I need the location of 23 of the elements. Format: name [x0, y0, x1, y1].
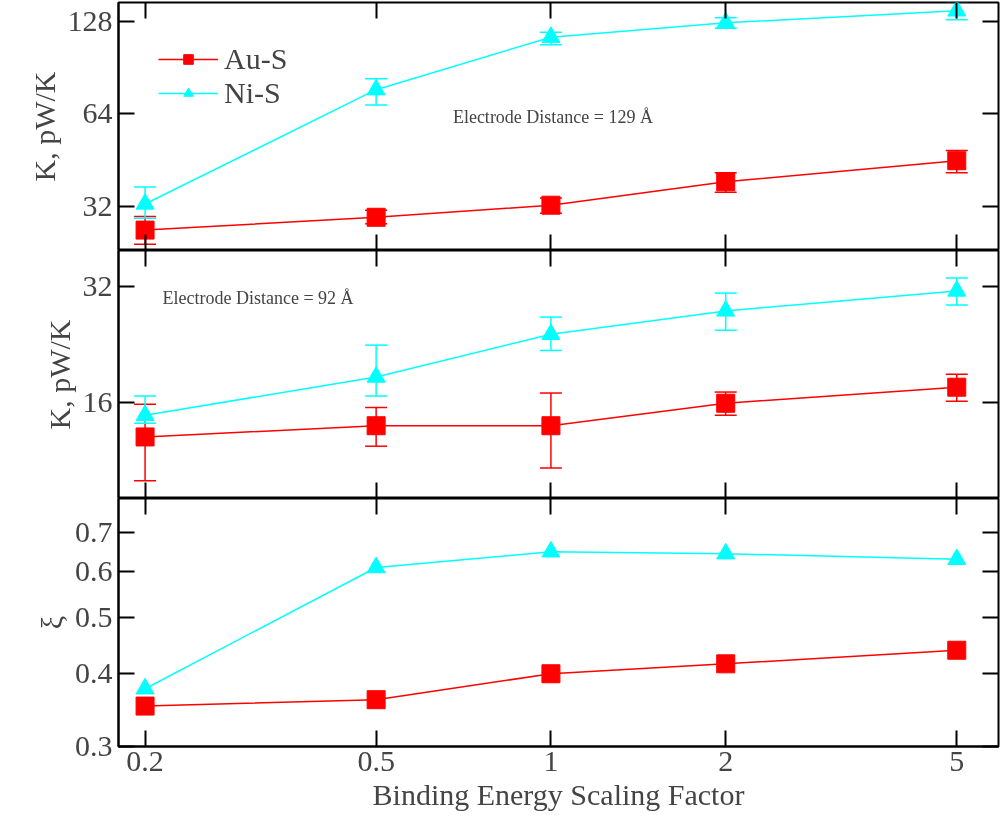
- y-axis-title: K, pW/K: [27, 71, 61, 182]
- x-tick-label: 5: [949, 743, 965, 777]
- y-tick-label: 0.4: [75, 656, 113, 690]
- y-tick-label: 128: [67, 4, 113, 38]
- x-axis-title: Binding Energy Scaling Factor: [372, 777, 745, 811]
- legend-label: Au-S: [224, 42, 288, 76]
- legend-label: Ni-S: [224, 76, 281, 110]
- y-tick-label: 0.3: [75, 729, 113, 762]
- y-tick-label: 16: [82, 384, 113, 418]
- y-tick-label: 32: [82, 188, 113, 222]
- annotation: Electrode Distance = 92 Å: [162, 287, 354, 308]
- y-tick-label: 0.7: [75, 514, 113, 548]
- y-tick-label: 32: [82, 268, 113, 302]
- y-tick-label: 64: [82, 96, 113, 130]
- x-tick-label: 0.5: [357, 743, 395, 777]
- annotation: Electrode Distance = 129 Å: [452, 106, 653, 127]
- y-tick-label: 0.5: [75, 599, 113, 633]
- x-tick-label: 0.2: [126, 743, 164, 777]
- y-axis-title: K, pW/K: [42, 319, 76, 430]
- x-tick-label: 1: [543, 743, 559, 777]
- y-tick-label: 0.6: [75, 553, 113, 587]
- y-axis-title: ξ: [35, 615, 68, 630]
- x-tick-label: 2: [718, 743, 734, 777]
